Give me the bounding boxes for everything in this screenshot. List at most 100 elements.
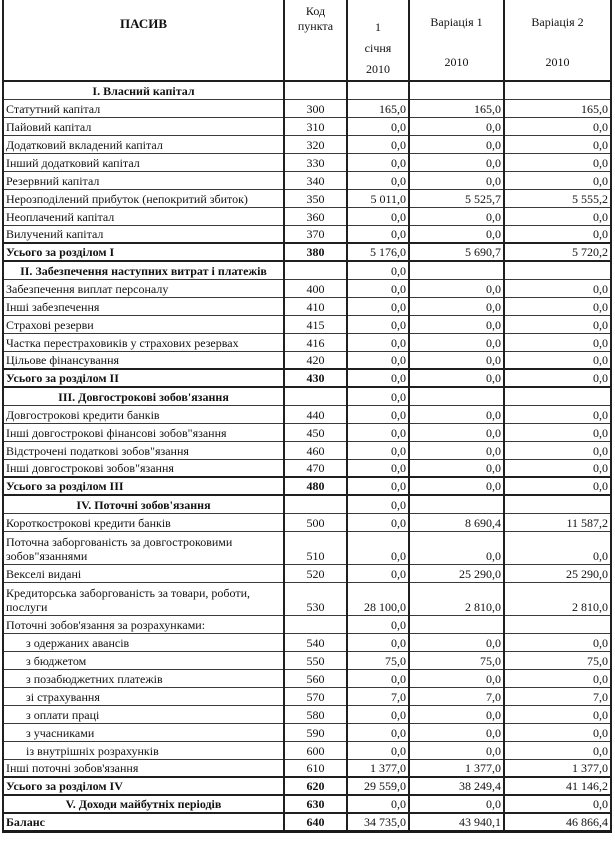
table-row: Нерозподілений прибуток (непокритий збит…: [2, 188, 612, 208]
row-code: 480: [283, 476, 348, 496]
header-var2-label: Варіація 2: [531, 15, 584, 29]
row-value-jan2010: 0,0: [346, 134, 410, 154]
row-label: Відстрочені податкові зобов"язання: [2, 440, 285, 460]
table-row: з одержаних авансів 540 0,0 0,0 0,0: [2, 632, 612, 652]
header-code-line2: пункта: [297, 19, 334, 33]
row-value-var1: [408, 614, 505, 634]
table-row: Усього за розділом II 430 0,0 0,0 0,0: [2, 368, 612, 388]
row-value-var1: 0,0: [408, 704, 505, 724]
row-code: 470: [283, 458, 348, 478]
row-value-var2: 0,0: [503, 368, 612, 388]
table-header-row: ПАСИВ Код пункта 1 січня 2010: [2, 0, 612, 82]
row-value-var1: 0,0: [408, 422, 505, 442]
table-row: Кредиторська заборгованість за товари, р…: [2, 581, 612, 616]
row-value-var1: 7,0: [408, 686, 505, 706]
row-code: 310: [283, 116, 348, 136]
row-label: Кредиторська заборгованість за товари, р…: [2, 581, 285, 616]
row-code: 420: [283, 350, 348, 370]
table-row: Векселі видані 520 0,0 25 290,0 25 290,0: [2, 563, 612, 583]
row-value-var2: 0,0: [503, 794, 612, 814]
table-row: IV. Поточні зобов'язання 0,0: [2, 494, 612, 514]
row-code: 500: [283, 512, 348, 532]
row-label: з учасниками: [2, 722, 285, 742]
row-value-var2: 0,0: [503, 530, 612, 565]
row-code: 330: [283, 152, 348, 172]
row-value-jan2010: 28 100,0: [346, 581, 410, 616]
table-row: V. Доходи майбутніх періодів 630 0,0 0,0 0,0: [2, 794, 612, 814]
row-value-var2: [503, 494, 612, 514]
header-variation-1: Варіація 1 2010: [408, 0, 505, 82]
header-pasiv-label: ПАСИВ: [119, 16, 168, 31]
row-value-jan2010: 0,0: [346, 278, 410, 298]
row-code: [283, 260, 348, 280]
row-value-var2: 0,0: [503, 224, 612, 244]
row-value-jan2010: 5 011,0: [346, 188, 410, 208]
row-label: Інший додатковий капітал: [2, 152, 285, 172]
row-code: 510: [283, 530, 348, 565]
row-value-var2: 7,0: [503, 686, 612, 706]
row-value-jan2010: 34 735,0: [346, 812, 410, 833]
row-value-var1: 0,0: [408, 476, 505, 496]
row-value-jan2010: 0,0: [346, 614, 410, 634]
row-value-var1: 0,0: [408, 116, 505, 136]
row-label: Поточні зобов'язання за розрахунками:: [2, 614, 285, 634]
row-code: 630: [283, 794, 348, 814]
table-row: Резервний капітал 340 0,0 0,0 0,0: [2, 170, 612, 190]
row-value-var1: 0,0: [408, 224, 505, 244]
row-code: 460: [283, 440, 348, 460]
row-value-var2: 5 720,2: [503, 242, 612, 262]
row-value-var1: 0,0: [408, 722, 505, 742]
row-value-var2: 0,0: [503, 476, 612, 496]
row-value-jan2010: 165,0: [346, 98, 410, 118]
row-code: 360: [283, 206, 348, 226]
row-label: Нерозподілений прибуток (непокритий збит…: [2, 188, 285, 208]
row-value-jan2010: 0,0: [346, 722, 410, 742]
row-code: 415: [283, 314, 348, 334]
row-label: Неоплачений капітал: [2, 206, 285, 226]
row-value-jan2010: 0,0: [346, 386, 410, 406]
table-row: Частка перестраховиків у страхових резер…: [2, 332, 612, 352]
pasiv-table: ПАСИВ Код пункта 1 січня 2010: [2, 0, 612, 833]
row-label: Усього за розділом III: [2, 476, 285, 496]
row-code: 570: [283, 686, 348, 706]
row-code: 520: [283, 563, 348, 583]
row-value-var2: 0,0: [503, 668, 612, 688]
row-code: 620: [283, 776, 348, 796]
row-value-var1: 43 940,1: [408, 812, 505, 833]
row-code: 640: [283, 812, 348, 833]
row-value-jan2010: 0,0: [346, 206, 410, 226]
row-value-jan2010: 0,0: [346, 314, 410, 334]
row-label: Додатковий вкладений капітал: [2, 134, 285, 154]
row-code: 320: [283, 134, 348, 154]
row-value-var2: 0,0: [503, 332, 612, 352]
row-value-var2: 0,0: [503, 632, 612, 652]
row-label: IV. Поточні зобов'язання: [2, 494, 285, 514]
row-code: 440: [283, 404, 348, 424]
row-value-var1: 0,0: [408, 740, 505, 760]
row-label: Поточна заборгованість за довгостроковим…: [2, 530, 285, 565]
row-code: 530: [283, 581, 348, 616]
row-value-var2: [503, 386, 612, 406]
table-row: Поточні зобов'язання за розрахунками: 0,0: [2, 614, 612, 634]
table-row: Інші поточні зобов'язання 610 1 377,0 1 377…: [2, 758, 612, 778]
table-row: Короткострокові кредити банків 500 0,0 8 69…: [2, 512, 612, 532]
row-code: 370: [283, 224, 348, 244]
row-label: Короткострокові кредити банків: [2, 512, 285, 532]
table-row: Пайовий капітал 310 0,0 0,0 0,0: [2, 116, 612, 136]
row-value-var2: 46 866,4: [503, 812, 612, 833]
row-code: 380: [283, 242, 348, 262]
row-value-var2: 0,0: [503, 404, 612, 424]
row-label: Усього за розділом II: [2, 368, 285, 388]
row-value-jan2010: 0,0: [346, 170, 410, 190]
row-label: Довгострокові кредити банків: [2, 404, 285, 424]
row-value-jan2010: 0,0: [346, 476, 410, 496]
row-code: 350: [283, 188, 348, 208]
row-value-var1: 0,0: [408, 278, 505, 298]
row-value-var1: 25 290,0: [408, 563, 505, 583]
table-row: із внутрішніх розрахунків 600 0,0 0,0 0,0: [2, 740, 612, 760]
row-value-jan2010: 0,0: [346, 350, 410, 370]
row-value-var2: 0,0: [503, 722, 612, 742]
row-value-var2: 0,0: [503, 296, 612, 316]
row-value-jan2010: 0,0: [346, 458, 410, 478]
